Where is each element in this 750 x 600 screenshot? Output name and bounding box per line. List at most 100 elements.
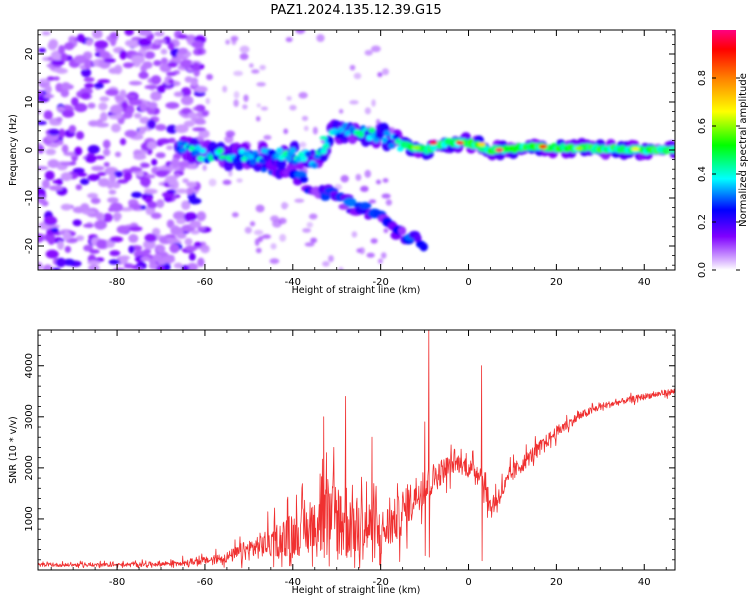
spectrogram-cell	[157, 39, 167, 44]
spectrogram-cell	[261, 234, 271, 239]
spectrogram-cell	[176, 232, 187, 239]
spectrogram-cell	[161, 256, 176, 264]
spectrogram-cell	[140, 162, 150, 168]
spectrogram-cell	[75, 184, 83, 191]
colorbar: 0.0 0.2 0.4 0.6 0.8 Normalized spectral ampl…	[697, 30, 749, 278]
spectrogram-cell	[124, 30, 134, 36]
spectrogram-cell	[41, 200, 49, 207]
spectrogram-cell	[184, 245, 198, 252]
spectrogram-cell	[303, 125, 309, 131]
spectrogram-cell	[77, 172, 88, 177]
spectrogram-cell	[99, 51, 111, 59]
spectrogram-cell	[155, 152, 166, 159]
spectrogram-cell	[156, 199, 165, 209]
x-tick-label: -60	[197, 277, 213, 288]
spectrogram-cell	[188, 252, 196, 261]
spectrogram-cell	[255, 247, 262, 254]
spectrogram-cell	[150, 75, 162, 85]
spectrogram-cell	[197, 257, 205, 267]
spectrogram-cell	[128, 234, 139, 243]
spectrogram-cell	[364, 169, 372, 178]
spectrogram-hotspot	[411, 145, 420, 150]
spectrogram-cell	[87, 174, 101, 182]
spectrogram-cell	[69, 161, 77, 166]
spectrogram-cell	[102, 148, 111, 157]
spectrogram-cell	[150, 91, 162, 101]
spectrogram-hotspot	[354, 131, 363, 136]
spectrogram-cell	[99, 111, 108, 122]
spectrogram-cell	[57, 240, 65, 250]
spectrogram-cell	[322, 261, 330, 267]
spectrogram-cell	[109, 104, 123, 115]
spectrogram-hotspot	[631, 147, 640, 152]
x-tick-label: 0	[465, 577, 471, 588]
spectrogram-cell	[298, 91, 308, 99]
spectrogram-cell	[146, 119, 156, 130]
y-tick-label: 20	[24, 48, 35, 61]
x-tick-label: 20	[550, 577, 563, 588]
colorbar-ticks: 0.0 0.2 0.4 0.6 0.8	[697, 70, 740, 278]
spectrogram-cell	[206, 73, 213, 81]
spectrogram-hotspot	[455, 140, 464, 145]
spectrogram-cell	[83, 244, 94, 252]
spectrogram-cell	[168, 79, 175, 84]
spectrogram-cell	[186, 262, 199, 270]
spectrogram-cell	[131, 55, 145, 64]
spectrogram-cell	[38, 261, 43, 270]
spectrogram-cell	[47, 159, 60, 169]
spectrogram-cell	[55, 117, 63, 122]
spectrogram-cell	[284, 155, 292, 162]
spectrogram-cell	[123, 62, 134, 69]
spectrogram-cell	[60, 203, 72, 211]
spectrogram-cell	[74, 146, 83, 156]
spectrogram-cell	[359, 201, 372, 210]
spectrogram-cell	[64, 245, 72, 253]
spectrogram-cell	[109, 236, 124, 243]
spectrogram-cell	[370, 238, 378, 244]
spectrogram-marks	[38, 30, 675, 270]
spectrogram-cell	[349, 100, 359, 105]
spectrogram-cell	[353, 72, 362, 80]
spectrogram-cell	[371, 99, 376, 107]
snr-frame	[37, 329, 676, 571]
spectrogram-cell	[208, 178, 217, 187]
spectrogram-cell	[62, 230, 71, 241]
spectrogram-cell	[225, 39, 230, 45]
spectrogram-cell	[177, 34, 188, 39]
spectrogram-cell	[44, 170, 55, 181]
y-tick-label: 10	[24, 96, 35, 109]
x-tick-label: 0	[465, 277, 471, 288]
x-tick-label: -80	[109, 577, 125, 588]
spectrogram-cell	[143, 248, 152, 255]
spectrogram-cell	[108, 67, 120, 74]
spectrogram-cell	[38, 144, 45, 154]
spectrogram-cell	[236, 178, 243, 183]
colorbar-tick-label: 0.8	[697, 70, 708, 86]
spectrogram-cell	[92, 30, 103, 39]
spectrogram-cell	[351, 231, 358, 238]
spectrogram-cell	[189, 220, 202, 229]
spectrogram-cell	[87, 102, 96, 109]
spectrogram-cell	[146, 141, 158, 150]
spectrogram-cell	[181, 264, 190, 270]
spectrogram-cell	[72, 167, 85, 174]
spectrogram-cell	[326, 137, 334, 144]
spectrogram-cell	[82, 210, 96, 215]
spectrogram-cell	[144, 51, 156, 60]
spectrogram-cell	[53, 76, 60, 81]
spectrogram-cell	[80, 203, 90, 212]
spectrogram-cell	[231, 212, 239, 218]
spectrogram-cell	[311, 162, 319, 169]
colorbar-tick-label: 0.6	[697, 118, 708, 134]
spectrogram-cell	[80, 92, 91, 100]
spectrogram-cell	[61, 82, 71, 91]
y-tick-label: -20	[24, 238, 35, 254]
spectrogram-cell	[58, 128, 66, 139]
spectrogram-cell	[263, 135, 272, 140]
spectrogram-cell	[150, 212, 162, 219]
spectrogram-cell	[124, 39, 135, 47]
spectrogram-cell	[38, 233, 44, 243]
spectrogram-cell	[383, 228, 389, 234]
spectrogram-cell	[147, 201, 158, 209]
spectrogram-cell	[192, 106, 202, 111]
